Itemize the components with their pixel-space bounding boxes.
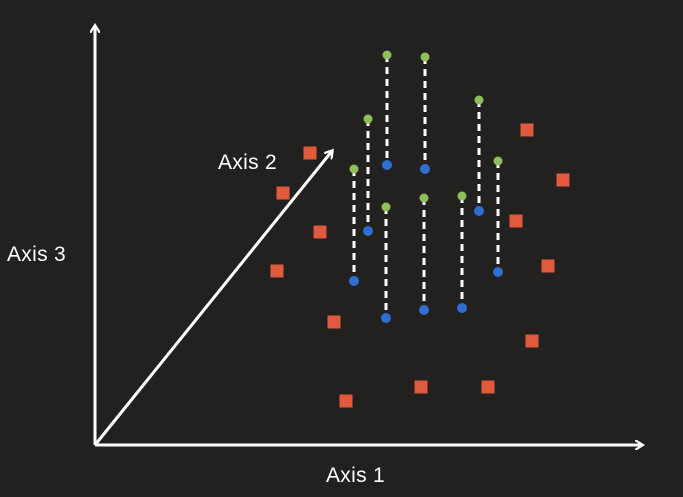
blue-bottom-point: [493, 267, 503, 277]
red-square-marker: [414, 380, 428, 394]
axis-3-label: Axis 3: [7, 243, 66, 266]
point-pair: [381, 202, 391, 323]
blue-bottom-point: [382, 160, 392, 170]
red-square-marker: [481, 380, 495, 394]
blue-bottom-point: [363, 226, 373, 236]
blue-bottom-point: [349, 276, 359, 286]
red-square-marker: [509, 214, 523, 228]
green-top-point: [420, 52, 430, 62]
blue-bottom-point: [474, 206, 484, 216]
green-top-point: [474, 95, 484, 105]
green-top-point: [349, 164, 359, 174]
red-square-marker: [270, 264, 284, 278]
point-pair: [457, 191, 467, 313]
red-square-marker: [276, 186, 290, 200]
point-pair: [382, 50, 392, 170]
axis-2-line: [93, 151, 332, 446]
red-square-marker: [556, 173, 570, 187]
point-pair: [420, 52, 430, 174]
red-square-marker: [541, 259, 555, 273]
point-pair: [474, 95, 484, 216]
red-square-markers: [270, 123, 570, 408]
blue-bottom-point: [419, 305, 429, 315]
green-top-point: [382, 50, 392, 60]
green-top-point: [493, 156, 503, 166]
point-pair: [363, 114, 373, 236]
blue-bottom-point: [420, 164, 430, 174]
red-square-marker: [303, 146, 317, 160]
red-square-marker: [313, 225, 327, 239]
red-square-marker: [339, 394, 353, 408]
red-square-marker: [520, 123, 534, 137]
red-square-marker: [525, 334, 539, 348]
blue-bottom-point: [457, 303, 467, 313]
point-pair: [349, 164, 359, 286]
axis-1-label: Axis 1: [326, 464, 385, 487]
green-top-point: [363, 114, 373, 124]
green-top-point: [419, 193, 429, 203]
green-top-point: [381, 202, 391, 212]
red-square-marker: [327, 315, 341, 329]
green-top-point: [457, 191, 467, 201]
blue-bottom-point: [381, 313, 391, 323]
point-pair: [493, 156, 503, 277]
paired-points: [349, 50, 503, 323]
axis-2-label: Axis 2: [218, 151, 277, 174]
point-pair: [419, 193, 429, 315]
